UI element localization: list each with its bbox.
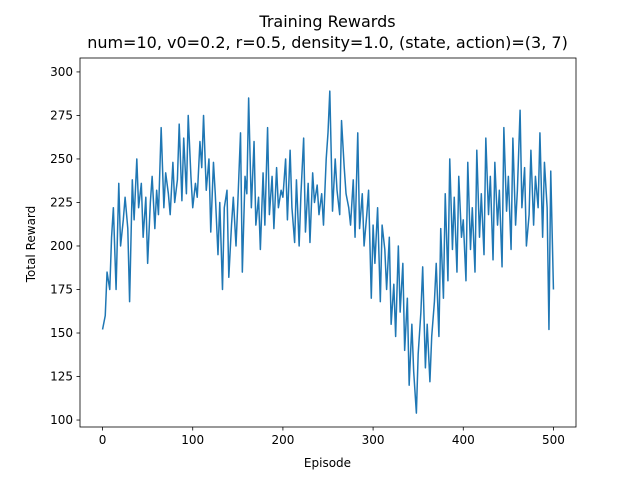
y-tick-label: 150 <box>50 326 73 340</box>
chart-subtitle: num=10, v0=0.2, r=0.5, density=1.0, (sta… <box>87 33 568 52</box>
chart-title: Training Rewards <box>258 12 395 31</box>
plot-area <box>101 90 555 414</box>
y-axis-label: Total Reward <box>24 206 38 284</box>
x-tick-label: 100 <box>181 433 204 447</box>
x-tick-label: 400 <box>452 433 475 447</box>
y-tick-label: 225 <box>50 195 73 209</box>
y-tick-label: 175 <box>50 282 73 296</box>
y-axis-ticks: 100 125 150 175 200 225 250 275 300 <box>50 65 80 427</box>
y-tick-label: 250 <box>50 152 73 166</box>
x-axis-label: Episode <box>304 456 351 470</box>
y-tick-label: 125 <box>50 370 73 384</box>
x-tick-label: 300 <box>362 433 385 447</box>
x-axis-ticks: 0 100 200 300 400 500 <box>99 427 565 447</box>
x-tick-label: 200 <box>271 433 294 447</box>
x-tick-label: 0 <box>99 433 107 447</box>
axes-frame <box>79 57 577 428</box>
x-tick-label: 500 <box>542 433 565 447</box>
y-tick-label: 200 <box>50 239 73 253</box>
y-tick-label: 275 <box>50 108 73 122</box>
y-tick-label: 300 <box>50 65 73 79</box>
series-line-total-reward <box>101 90 555 414</box>
y-tick-label: 100 <box>50 413 73 427</box>
